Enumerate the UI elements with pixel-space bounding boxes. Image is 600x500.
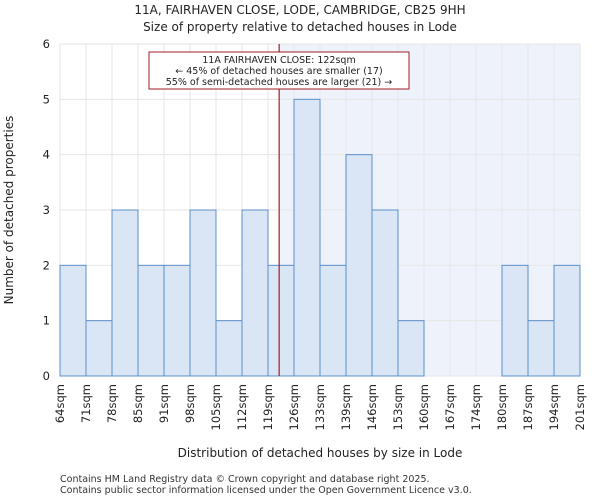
histogram-bar: [397, 320, 425, 377]
x-tick-label: 78sqm: [105, 384, 119, 423]
y-tick-label: 4: [43, 148, 50, 162]
x-tick-label: 167sqm: [443, 384, 457, 430]
histogram-bar: [137, 264, 165, 377]
annotation-line: ← 45% of detached houses are smaller (17…: [175, 66, 382, 77]
x-tick-label: 201sqm: [573, 384, 587, 430]
histogram-bar: [111, 209, 139, 377]
y-tick-label: 0: [43, 369, 50, 383]
footer-line-1: Contains HM Land Registry data © Crown c…: [60, 474, 430, 485]
histogram-bar: [371, 209, 399, 377]
histogram-bar: [59, 264, 87, 377]
x-tick-label: 180sqm: [495, 384, 509, 430]
histogram-bar: [85, 320, 113, 377]
y-tick-label: 2: [43, 258, 50, 272]
histogram-bar: [319, 264, 347, 377]
histogram-bar: [215, 320, 243, 377]
x-tick-label: 64sqm: [53, 384, 67, 423]
histogram-bar: [267, 264, 295, 377]
histogram-bar: [241, 209, 269, 377]
chart-subtitle: Size of property relative to detached ho…: [143, 20, 457, 34]
histogram-bar: [345, 154, 373, 377]
y-tick-label: 3: [43, 203, 50, 217]
x-tick-label: 153sqm: [391, 384, 405, 430]
x-tick-label: 146sqm: [365, 384, 379, 430]
x-tick-label: 105sqm: [209, 384, 223, 430]
histogram-bar: [527, 320, 555, 377]
x-tick-label: 112sqm: [235, 384, 249, 430]
annotation-box: [148, 51, 410, 90]
x-tick-label: 160sqm: [417, 384, 431, 430]
x-tick-label: 91sqm: [157, 384, 171, 423]
y-tick-label: 6: [43, 37, 50, 51]
x-tick-label: 139sqm: [339, 384, 353, 430]
x-tick-label: 194sqm: [547, 384, 561, 430]
annotation-line: 55% of semi-detached houses are larger (…: [166, 77, 393, 88]
x-tick-label: 126sqm: [287, 384, 301, 430]
y-tick-label: 5: [43, 92, 50, 106]
x-tick-label: 187sqm: [521, 384, 535, 430]
histogram-bar: [501, 264, 529, 377]
x-tick-label: 71sqm: [79, 384, 93, 423]
y-tick-label: 1: [43, 314, 50, 328]
y-axis-title: Number of detached properties: [2, 116, 16, 305]
x-axis-title: Distribution of detached houses by size …: [178, 446, 463, 460]
footer-line-2: Contains public sector information licen…: [60, 485, 472, 496]
histogram-bar: [163, 264, 191, 377]
x-tick-label: 98sqm: [183, 384, 197, 423]
chart-title: 11A, FAIRHAVEN CLOSE, LODE, CAMBRIDGE, C…: [134, 3, 466, 17]
x-tick-label: 85sqm: [131, 384, 145, 423]
histogram-bar: [189, 209, 217, 377]
histogram-bar: [553, 264, 581, 377]
annotation-line: 11A FAIRHAVEN CLOSE: 122sqm: [202, 55, 355, 66]
x-tick-label: 119sqm: [261, 384, 275, 430]
x-tick-label: 174sqm: [469, 384, 483, 430]
x-tick-label: 133sqm: [313, 384, 327, 430]
histogram-bar: [293, 98, 321, 377]
